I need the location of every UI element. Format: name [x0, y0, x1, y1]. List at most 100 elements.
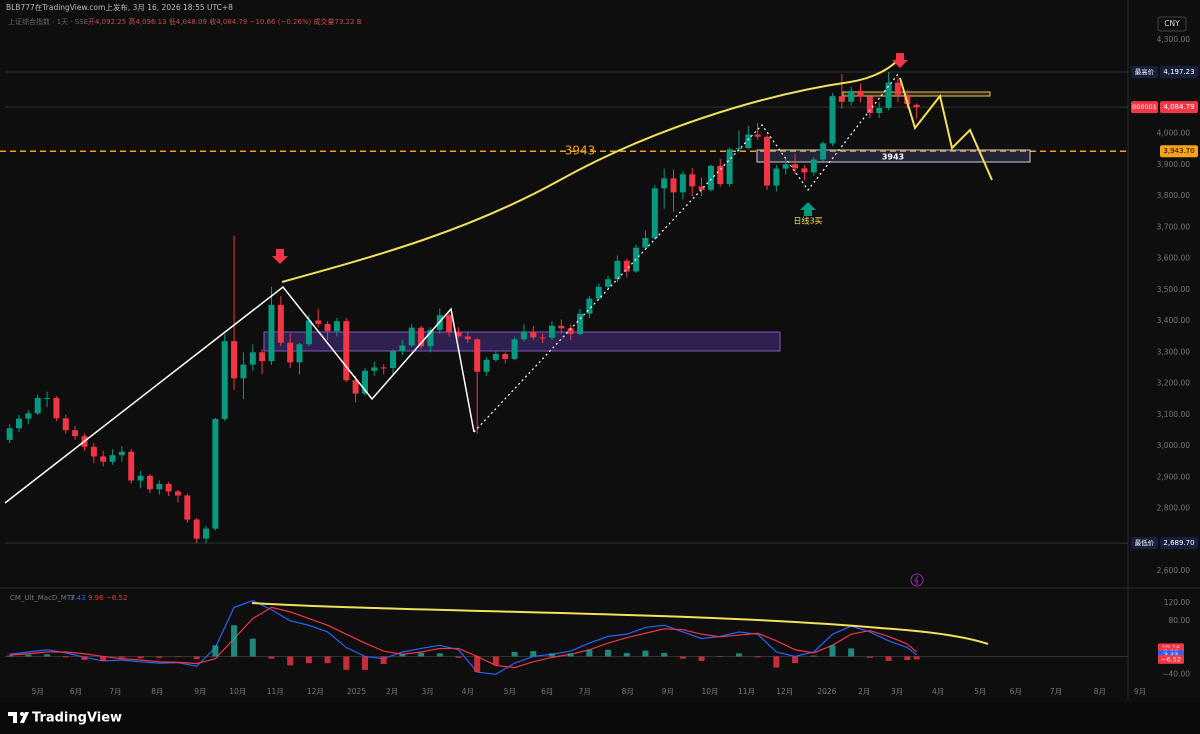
- candle-body: [44, 398, 51, 399]
- candle-body: [259, 352, 266, 362]
- macd-histogram-bar: [913, 656, 920, 660]
- candle-body: [249, 352, 256, 365]
- event-icon[interactable]: [910, 573, 924, 587]
- candle-body: [595, 286, 602, 299]
- candle-body: [34, 398, 41, 414]
- candle-body: [773, 168, 780, 186]
- macd-histogram-bar: [474, 656, 481, 673]
- macd-histogram-bar: [623, 652, 630, 657]
- candle-body: [754, 134, 761, 137]
- macd-histogram-bar: [792, 656, 799, 664]
- candle-body: [118, 451, 125, 456]
- candle-body: [530, 331, 537, 338]
- macd-histogram-bar: [717, 656, 724, 657]
- candle-body: [764, 136, 771, 186]
- x-tick-label: 8月: [622, 687, 634, 696]
- candle-body: [62, 418, 69, 431]
- macd-trend-curve: [251, 602, 989, 645]
- macd-histogram-bar: [25, 654, 32, 657]
- price-label-box: [1160, 145, 1198, 158]
- x-tick-label: 9月: [662, 687, 674, 696]
- level-label: 3943: [565, 144, 596, 158]
- currency-box[interactable]: [1157, 16, 1187, 32]
- macd-histogram-bar: [118, 656, 125, 658]
- signal-label: 日线3买: [793, 216, 822, 226]
- y-tick-label: 3,600.00: [1157, 254, 1191, 263]
- price-label: 2,689.70: [1163, 539, 1194, 547]
- candle-body: [72, 430, 79, 437]
- candle-body: [156, 483, 163, 490]
- candle-body: [913, 104, 920, 108]
- x-tick-label: 11月: [267, 687, 284, 696]
- macd-histogram-bar: [866, 656, 873, 658]
- macd-histogram-bar: [511, 651, 518, 657]
- candle-body: [717, 165, 724, 184]
- candle-body: [221, 341, 228, 419]
- marks-layer: [6, 71, 920, 675]
- macd-histogram-bar: [698, 656, 705, 661]
- candle-body: [128, 451, 135, 481]
- candle-body: [212, 418, 219, 529]
- candle-body: [109, 455, 116, 462]
- candle-body: [137, 475, 144, 481]
- macd-histogram-bar: [810, 655, 817, 657]
- price-label-box: [1160, 537, 1198, 550]
- x-tick-label: 7月: [109, 687, 121, 696]
- candle-body: [268, 304, 275, 362]
- indicator-label: −6.52: [1161, 655, 1181, 663]
- buy-arrow: [800, 202, 816, 216]
- x-tick-label: 4月: [932, 687, 944, 696]
- macd-histogram-bar: [530, 651, 537, 657]
- candle-body: [848, 90, 855, 102]
- candle-body: [399, 345, 406, 352]
- candle-body: [670, 178, 677, 193]
- candle-body: [782, 164, 789, 169]
- x-tick-label: 4月: [462, 687, 474, 696]
- candle-body: [418, 327, 425, 347]
- candle-body: [446, 315, 453, 333]
- candle-body: [614, 260, 621, 280]
- sell-arrow: [892, 53, 908, 68]
- x-tick-label: 7月: [1050, 687, 1062, 696]
- macd-histogram-bar: [380, 656, 387, 665]
- event-icon: [914, 575, 919, 586]
- macd-histogram-bar: [829, 645, 836, 657]
- macd-histogram-bar: [455, 656, 462, 658]
- macd-histogram-bar: [268, 656, 275, 659]
- macd-histogram-bar: [343, 656, 350, 670]
- y-tick-label: 2,800.00: [1157, 504, 1191, 513]
- macd-histogram-bar: [773, 656, 780, 668]
- candle-body: [53, 398, 60, 419]
- candle-body: [726, 149, 733, 184]
- x-tick-label: 6月: [70, 687, 82, 696]
- macd-histogram-bar: [661, 652, 668, 657]
- zone-box: [842, 91, 991, 97]
- macd-histogram-bar: [305, 656, 312, 664]
- macd-histogram-bar: [605, 649, 612, 657]
- candle-body: [698, 186, 705, 190]
- macd-histogram-bar: [642, 650, 649, 657]
- projection-line: [899, 77, 993, 181]
- y-tick-label: 3,300.00: [1157, 347, 1191, 356]
- macd-histogram-bar: [548, 653, 555, 657]
- candle-body: [801, 168, 808, 173]
- trend-curve: [281, 59, 899, 283]
- candle-body: [548, 325, 555, 338]
- candle-body: [380, 367, 387, 369]
- candle-body: [455, 332, 462, 337]
- x-tick-label: 5月: [504, 687, 516, 696]
- candle-body: [838, 96, 845, 102]
- candle-body: [558, 325, 565, 329]
- candle-body: [408, 327, 415, 346]
- sell-arrow: [272, 249, 288, 264]
- candle-body: [586, 298, 593, 314]
- price-label: 3,943.70: [1163, 147, 1194, 155]
- y-tick-label: 4,000.00: [1157, 129, 1191, 138]
- wave-line: [4, 285, 475, 504]
- candle-body: [707, 165, 714, 190]
- macd-histogram-bar: [6, 655, 13, 657]
- candle-body: [605, 279, 612, 287]
- x-tick-label: 10月: [701, 687, 718, 696]
